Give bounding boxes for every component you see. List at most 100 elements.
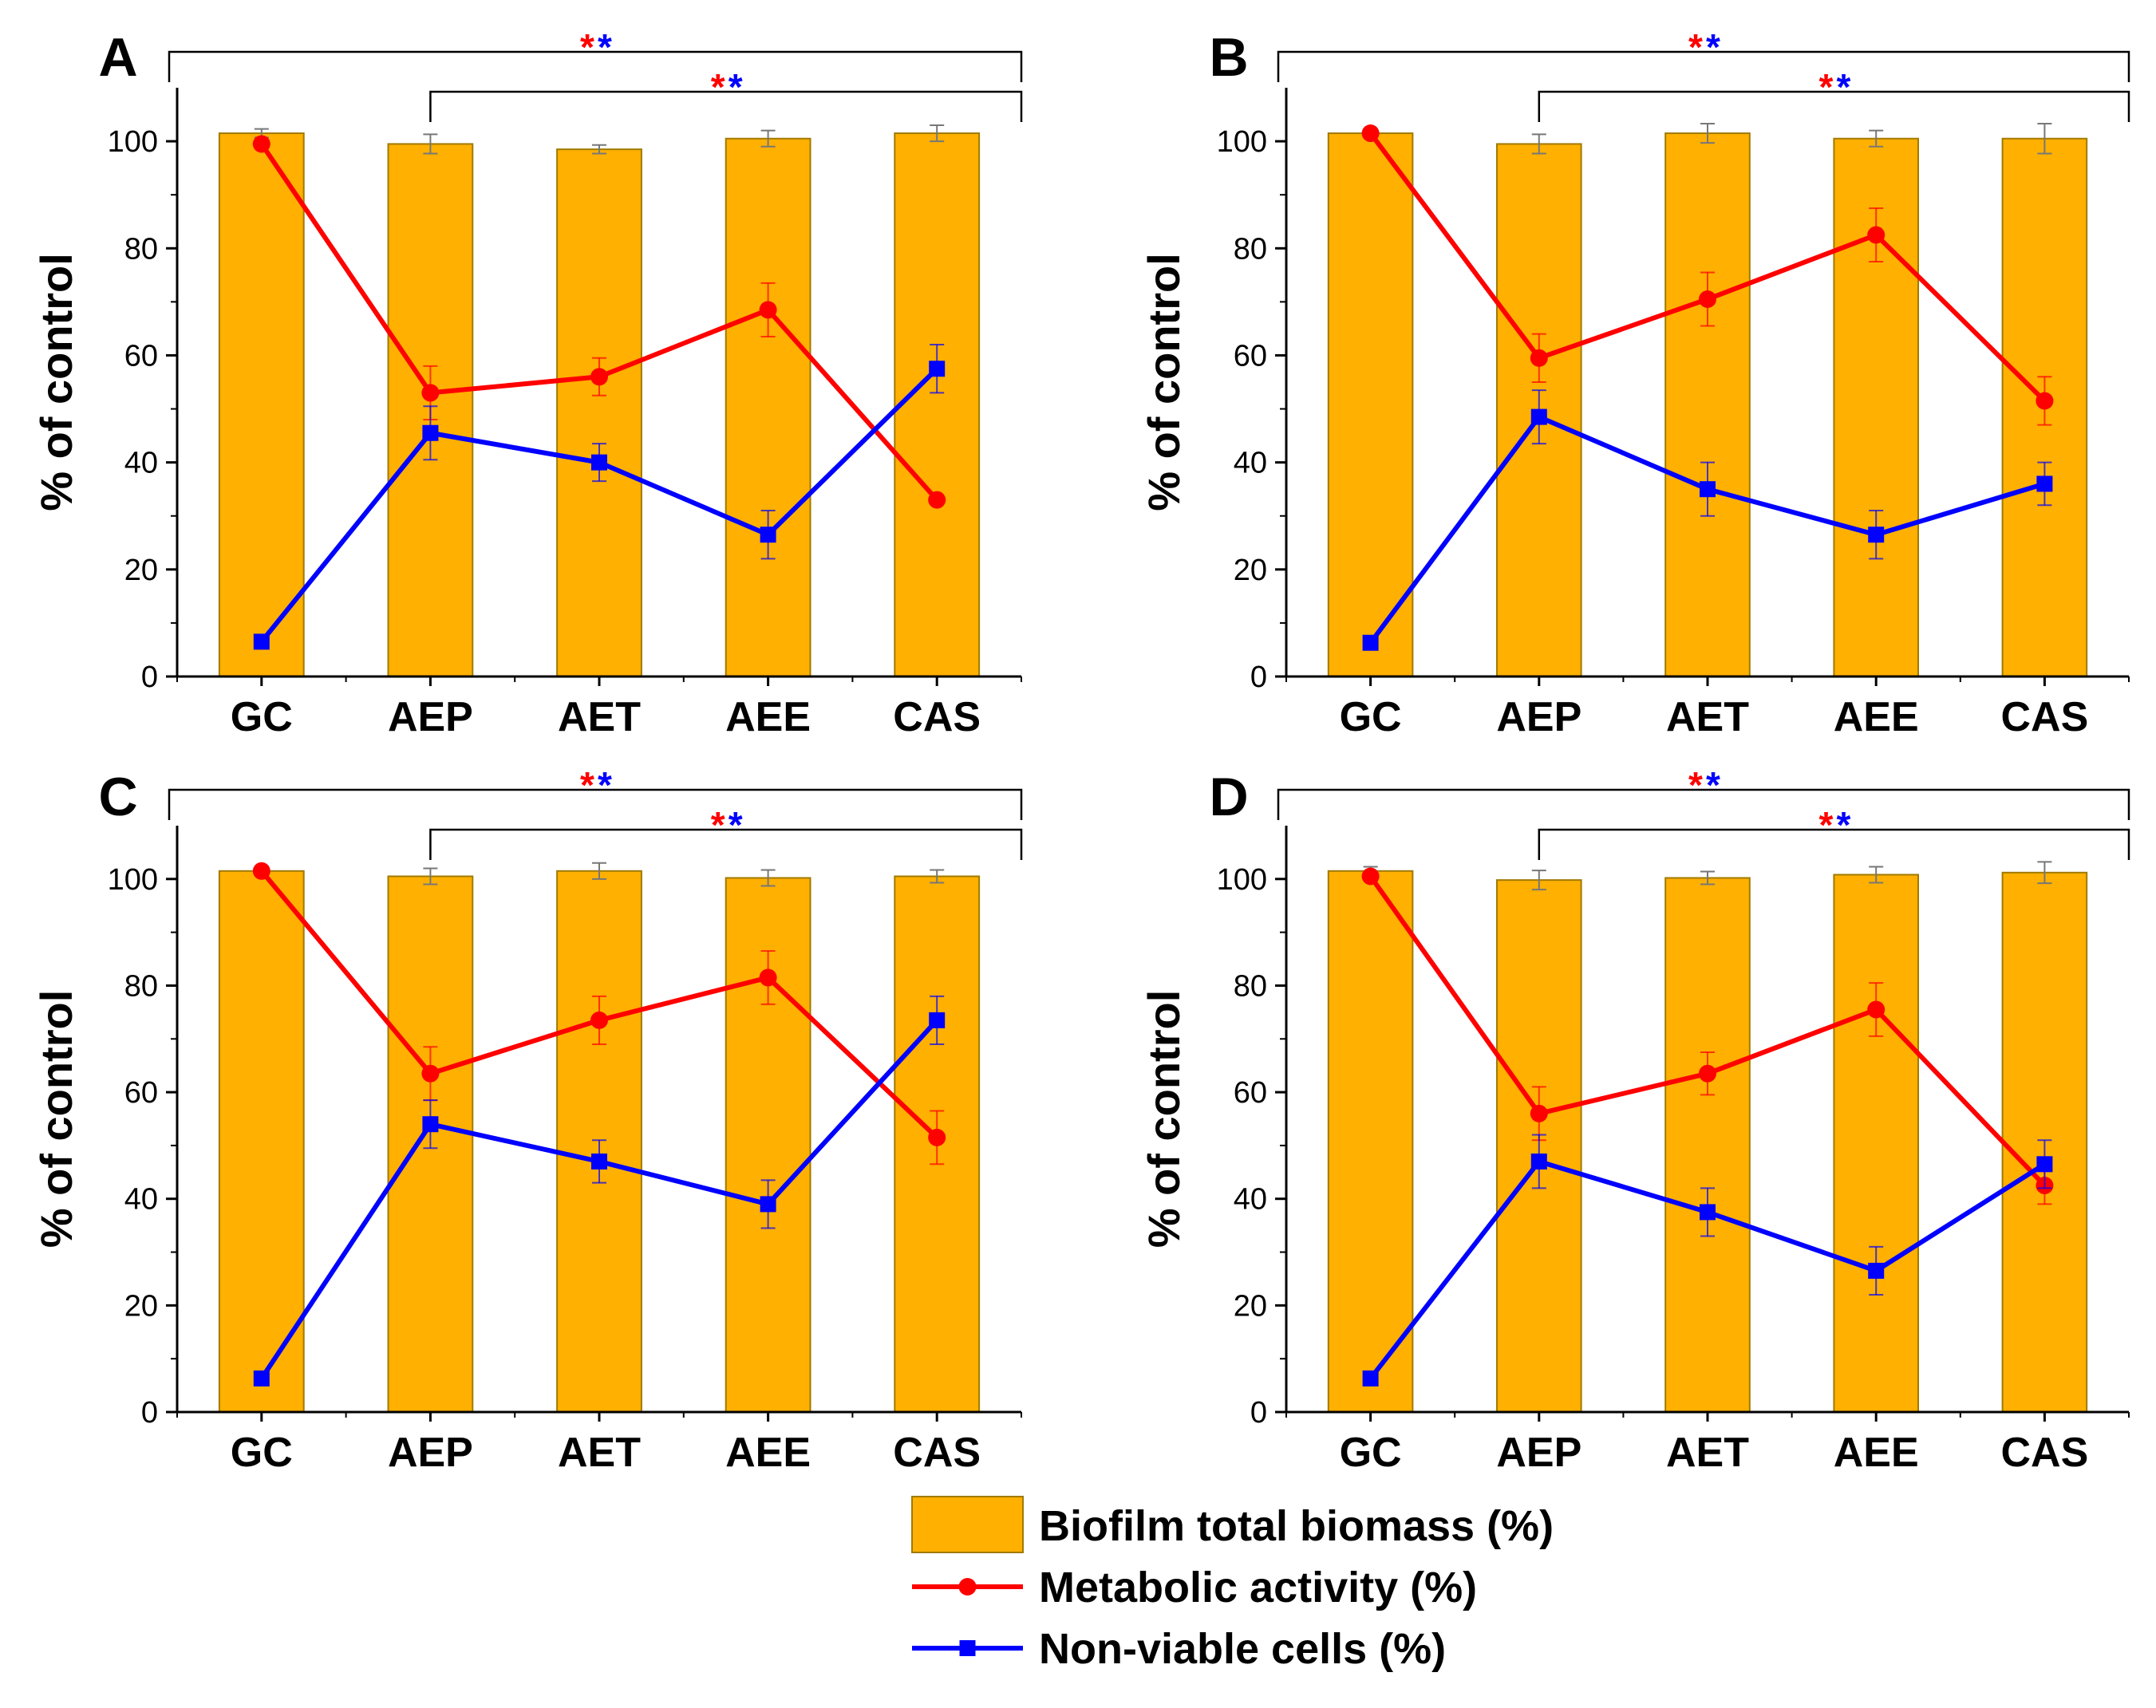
point-nonviable-gc [253, 633, 270, 650]
x-tick-label: CAS [893, 694, 981, 740]
point-nonviable-aet [591, 454, 607, 471]
x-tick-label: GC [1340, 1430, 1402, 1476]
point-metabolic-gc [252, 135, 270, 153]
significance-bracket [1277, 788, 2130, 820]
significance-bracket [429, 828, 1023, 860]
significance-star: * [1706, 764, 1720, 806]
bar-biomass-aee [725, 137, 811, 677]
panel-letter: D [1209, 767, 1248, 827]
y-tick-label: 0 [1250, 1396, 1267, 1430]
x-tick-label: AEE [1834, 1430, 1919, 1476]
y-tick-label: 100 [108, 125, 158, 159]
significance-star: * [711, 66, 725, 108]
point-metabolic-cas [928, 491, 946, 509]
x-tick-label: AEE [725, 1430, 811, 1476]
y-tick-label: 40 [124, 1183, 158, 1217]
y-tick-label: 60 [1234, 1076, 1267, 1110]
y-tick-label: 20 [124, 554, 158, 587]
point-metabolic-aep [1530, 1104, 1548, 1122]
x-tick-label: AEP [1496, 1430, 1581, 1476]
point-nonviable-cas [2036, 1156, 2053, 1173]
significance-star: * [1818, 66, 1833, 108]
point-nonviable-aee [1868, 527, 1885, 543]
x-tick-label: CAS [2001, 694, 2089, 740]
x-tick-label: GC [231, 694, 293, 740]
y-tick-label: 60 [124, 1076, 158, 1110]
legend-label: Non-viable cells (%) [1039, 1625, 1446, 1673]
y-tick-label: 100 [108, 863, 158, 897]
significance-bracket [429, 90, 1023, 122]
y-tick-label: 0 [141, 661, 158, 694]
significance-bracket [168, 50, 1023, 82]
y-tick-label: 60 [124, 339, 158, 373]
point-nonviable-aep [422, 1116, 439, 1133]
point-metabolic-aee [759, 301, 777, 319]
bar-biomass-aet [1664, 132, 1751, 677]
bar-biomass-gc [1327, 870, 1414, 1413]
x-tick-label: AEP [1496, 694, 1581, 740]
bar-biomass-gc [1327, 132, 1414, 677]
y-axis-title: % of control [31, 253, 81, 511]
point-metabolic-aet [1699, 1064, 1716, 1083]
point-metabolic-gc [1361, 867, 1380, 886]
x-tick-label: AET [1666, 694, 1749, 740]
significance-star: * [1688, 26, 1703, 68]
legend-marker-metabolic [958, 1578, 977, 1596]
y-tick-label: 100 [1217, 863, 1267, 897]
point-nonviable-aee [1868, 1262, 1885, 1279]
x-tick-label: AEP [388, 694, 473, 740]
point-metabolic-cas [2036, 392, 2054, 410]
y-tick-label: 60 [1234, 339, 1267, 373]
point-nonviable-gc [253, 1370, 270, 1387]
legend-marker-nonviable [959, 1640, 976, 1656]
legend-label: Biofilm total biomass (%) [1039, 1502, 1554, 1550]
x-tick-label: AET [1666, 1430, 1749, 1476]
significance-star: * [580, 764, 594, 806]
point-metabolic-aee [1867, 1000, 1886, 1019]
x-tick-label: AEP [388, 1430, 473, 1476]
point-nonviable-aep [1530, 1153, 1547, 1170]
point-nonviable-gc [1362, 634, 1379, 651]
significance-bracket [168, 788, 1023, 820]
point-nonviable-aee [760, 527, 776, 543]
significance-star: * [1706, 26, 1720, 68]
significance-star: * [580, 26, 594, 68]
significance-star: * [598, 26, 612, 68]
y-tick-label: 80 [124, 969, 158, 1003]
chart-panel-d: D 0 20 40 60 80 100 GC AEP AET AEE CAS % of control *… [1139, 764, 2130, 1476]
bar-biomass-gc [218, 132, 305, 677]
significance-star: * [729, 66, 743, 108]
x-tick-label: CAS [2001, 1430, 2089, 1476]
point-metabolic-aee [759, 968, 777, 987]
y-tick-label: 20 [1234, 1289, 1267, 1323]
panels: A 0 20 40 60 80 100 GC AEP AET AEE CAS % of control *… [31, 26, 2130, 1476]
point-nonviable-aep [422, 424, 439, 441]
point-nonviable-cas [929, 361, 946, 377]
x-tick-label: CAS [893, 1430, 981, 1476]
bar-biomass-aet [1664, 877, 1751, 1413]
point-metabolic-gc [1361, 124, 1380, 143]
significance-bracket [1538, 90, 2130, 122]
significance-star: * [598, 764, 612, 806]
y-axis-title: % of control [1139, 990, 1189, 1248]
point-metabolic-aep [421, 1064, 440, 1083]
point-nonviable-cas [929, 1012, 946, 1028]
legend-label: Metabolic activity (%) [1039, 1564, 1477, 1611]
significance-bracket [1538, 828, 2130, 860]
significance-star: * [1818, 804, 1833, 846]
y-axis-title: % of control [31, 990, 81, 1248]
legend-swatch-biomass [911, 1496, 1024, 1553]
x-tick-label: GC [1340, 694, 1402, 740]
bar-biomass-aet [556, 148, 642, 677]
point-metabolic-aet [590, 1011, 608, 1029]
x-tick-label: AEE [725, 694, 811, 740]
point-metabolic-aee [1867, 226, 1886, 244]
point-nonviable-cas [2036, 475, 2053, 492]
significance-star: * [1688, 764, 1703, 806]
significance-star: * [729, 804, 743, 846]
x-tick-label: GC [231, 1430, 293, 1476]
y-tick-label: 80 [124, 232, 158, 266]
point-nonviable-aet [1700, 1204, 1716, 1221]
y-tick-label: 20 [1234, 554, 1267, 587]
